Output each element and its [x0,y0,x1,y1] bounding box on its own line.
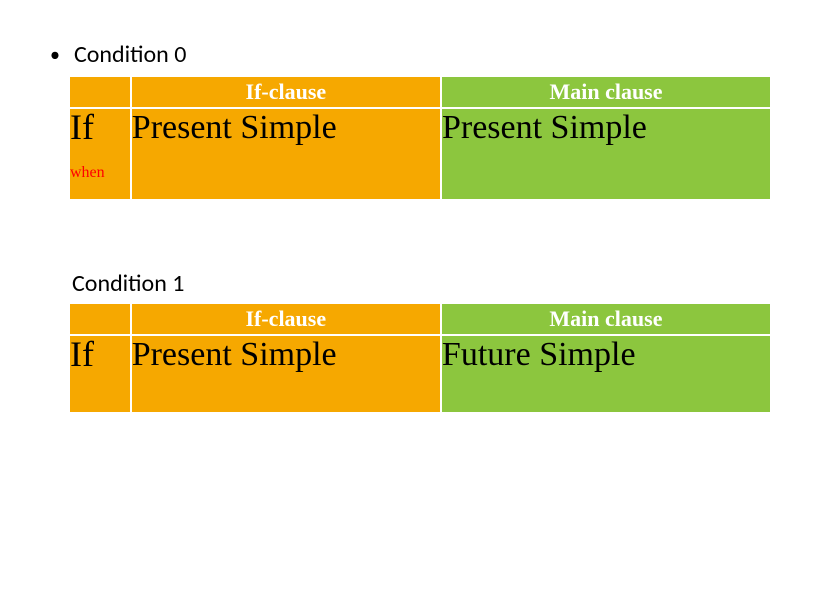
when-label: when [70,165,130,182]
header-blank [70,304,131,335]
cell-if-clause: Present Simple [131,335,441,412]
table-row: If Present Simple Future Simple [70,335,770,412]
cell-if: If [70,335,131,412]
if-label: If [70,334,94,374]
table-header-row: If-clause Main clause [70,304,770,335]
table-header-row: If-clause Main clause [70,77,770,108]
header-if-clause: If-clause [131,304,441,335]
cell-if: If when [70,108,131,199]
bullet-icon: • [50,45,60,65]
table-row: If when Present Simple Present Simple [70,108,770,199]
condition0-heading-text: Condition 0 [74,40,186,69]
header-if-clause: If-clause [131,77,441,108]
header-main-clause: Main clause [441,304,770,335]
if-label: If [70,107,94,147]
cell-main-clause: Present Simple [441,108,770,199]
header-main-clause: Main clause [441,77,770,108]
condition1-heading: Condition 1 [72,269,766,298]
cell-if-clause: Present Simple [131,108,441,199]
cell-main-clause: Future Simple [441,335,770,412]
header-blank [70,77,131,108]
condition0-heading: • Condition 0 [50,40,766,69]
condition0-table: If-clause Main clause If when Present Si… [70,77,770,199]
condition1-table: If-clause Main clause If Present Simple … [70,304,770,412]
condition1-heading-text: Condition 1 [72,269,184,298]
